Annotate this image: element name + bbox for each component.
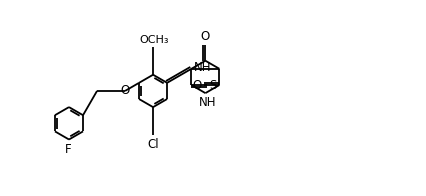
Text: OCH₃: OCH₃ [139, 35, 169, 45]
Text: O: O [121, 84, 130, 97]
Text: O: O [201, 30, 210, 43]
Text: NH: NH [194, 61, 212, 74]
Text: O: O [192, 79, 201, 92]
Text: S: S [209, 79, 216, 92]
Text: NH: NH [199, 96, 216, 109]
Text: Cl: Cl [147, 138, 159, 151]
Text: F: F [64, 143, 71, 156]
